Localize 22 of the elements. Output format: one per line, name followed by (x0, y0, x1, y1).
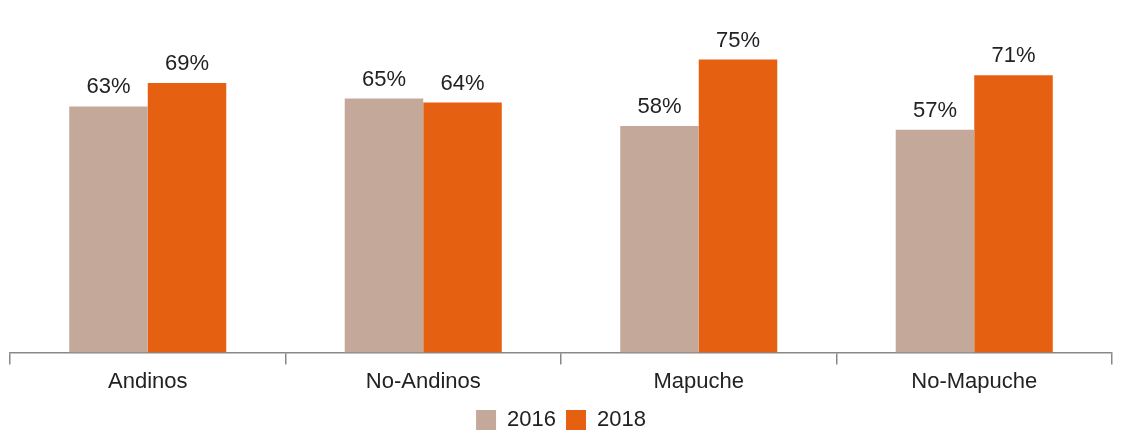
data-label: 71% (991, 42, 1036, 68)
x-tick-label: No-Andinos (365, 367, 481, 393)
data-label: 69% (164, 50, 210, 76)
bar (423, 102, 502, 353)
x-tick-label: Mapuche (653, 367, 745, 393)
bar (698, 59, 778, 353)
data-label: 57% (912, 96, 958, 122)
bar (344, 98, 424, 353)
bar (620, 125, 699, 353)
data-label: 64% (440, 69, 485, 95)
x-tick-label: Andinos (107, 367, 188, 393)
legend-label: 2018 (597, 406, 646, 432)
legend-label: 2016 (507, 406, 557, 432)
bar (69, 106, 148, 353)
data-label: 75% (715, 26, 761, 52)
data-label: 65% (361, 65, 407, 91)
bar (974, 75, 1053, 353)
data-label: 58% (637, 93, 682, 119)
x-tick-label: No-Mapuche (911, 367, 1038, 393)
bar (147, 82, 227, 353)
data-label: 63% (86, 73, 131, 99)
bar (895, 129, 975, 353)
